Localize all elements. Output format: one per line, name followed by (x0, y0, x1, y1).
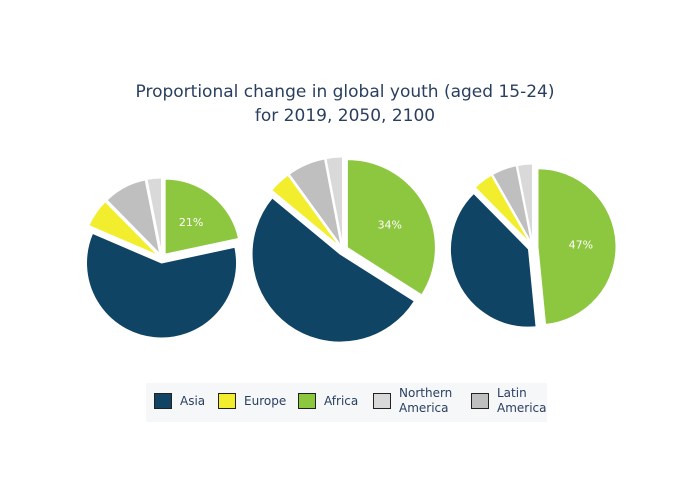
slice-2019-europe[interactable] (88, 201, 159, 256)
legend-swatch-northern-america (373, 393, 391, 409)
legend-label-asia: Asia (180, 394, 206, 408)
slice-label-2100-africa: 47% (569, 239, 593, 252)
slice-2100-africa[interactable] (537, 168, 617, 325)
legend-swatch-asia (154, 393, 172, 409)
slice-2050-africa[interactable] (346, 159, 436, 296)
slice-2100-latin-america[interactable] (491, 165, 532, 243)
legend-swatch-latin-america (471, 393, 489, 409)
slice-label-2019-africa: 21% (179, 216, 203, 229)
legend-label-africa: Africa (324, 394, 359, 408)
slice-2019-northern-america[interactable] (146, 177, 163, 254)
legend-label-northern-america-line1: Northern (399, 386, 453, 400)
slice-2050-europe[interactable] (271, 174, 340, 247)
legend-label-latin-america-line2: America (497, 401, 547, 415)
pie-2050: 34% (251, 156, 436, 343)
slice-2019-asia[interactable] (86, 232, 237, 339)
chart-title-line2: for 2019, 2050, 2100 (254, 106, 436, 126)
slice-2050-asia[interactable] (251, 197, 416, 343)
legend-label-latin-america-line1: Latin (497, 386, 527, 400)
pie-2019: 21% (86, 177, 240, 339)
legend-swatch-africa (298, 393, 316, 409)
slice-2100-europe[interactable] (474, 174, 531, 244)
chart-title: Proportional change in global youth (age… (0, 80, 690, 128)
slice-2019-africa[interactable] (164, 178, 240, 255)
legend: Asia Europe Africa Northern America Lati… (146, 383, 547, 422)
chart-title-line1: Proportional change in global youth (age… (135, 82, 555, 102)
legend-label-northern-america-line2: America (399, 401, 449, 415)
slice-label-2050-africa: 34% (378, 218, 402, 231)
pie-2100: 47% (449, 163, 617, 328)
slice-2100-northern-america[interactable] (516, 163, 534, 243)
slice-2100-asia[interactable] (449, 192, 537, 328)
slice-2050-latin-america[interactable] (288, 158, 342, 246)
legend-label-europe: Europe (244, 394, 287, 408)
slice-2019-latin-america[interactable] (106, 179, 161, 256)
legend-swatch-europe (218, 393, 236, 409)
legend-label-latin-america: Latin America (497, 386, 547, 416)
slice-2050-northern-america[interactable] (325, 156, 344, 246)
legend-label-northern-america: Northern America (399, 386, 452, 416)
